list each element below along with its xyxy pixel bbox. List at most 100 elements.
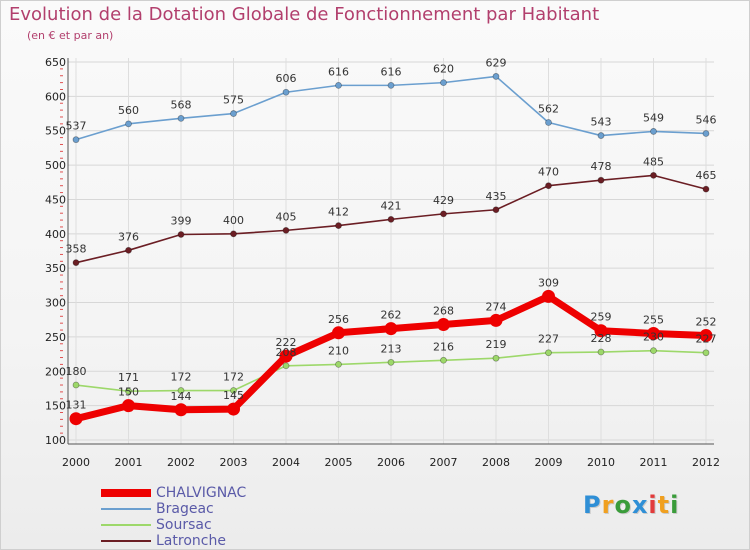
y-tick-label: 300 (45, 297, 66, 310)
data-point-chalvignac (174, 403, 188, 417)
logo-letter: i (670, 491, 680, 519)
data-point-latronche (177, 231, 185, 238)
data-point-soursac (72, 381, 80, 389)
axis-layer: 100 150 200 250 300 350 400 450 500 550 600 650 2000… (45, 56, 720, 469)
data-point-latronche (72, 259, 80, 267)
y-tick-label: 450 (45, 193, 66, 206)
data-point-brageac (125, 120, 132, 128)
data-point-chalvignac (699, 329, 713, 343)
data-point-chalvignac (437, 318, 450, 332)
data-label-brageac: 575 (223, 94, 244, 107)
x-tick-label: 2009 (535, 456, 563, 469)
data-point-chalvignac (384, 322, 398, 336)
x-tick-label: 2004 (272, 456, 300, 469)
data-label-latronche: 376 (118, 230, 139, 243)
data-point-chalvignac (279, 349, 293, 363)
proxiti-logo: Proxiti (583, 491, 679, 519)
grid-layer (68, 58, 714, 444)
data-point-soursac (650, 347, 657, 355)
data-point-soursac (387, 358, 395, 366)
data-label-soursac: 172 (171, 371, 192, 384)
data-label-soursac: 227 (538, 333, 559, 346)
data-point-soursac (440, 356, 447, 364)
x-tick-label: 2002 (167, 456, 195, 469)
data-label-brageac: 616 (328, 65, 349, 78)
data-point-soursac (702, 349, 710, 357)
legend-item: Brageac (101, 501, 381, 517)
data-label-chalvignac: 131 (66, 399, 87, 412)
y-tick-label: 350 (45, 262, 66, 275)
legend-swatch (101, 489, 151, 497)
data-point-latronche (387, 215, 395, 223)
data-label-latronche: 358 (66, 243, 87, 256)
data-point-chalvignac (227, 402, 240, 416)
data-point-soursac (177, 387, 185, 394)
legend-item: CHALVIGNAC (101, 485, 381, 501)
legend-swatch (101, 540, 151, 542)
x-tick-label: 2000 (62, 456, 90, 469)
data-point-chalvignac (69, 412, 83, 426)
data-label-layer: 537 560 568 575 606 616 616 620 629 562 543 549 546 3… (66, 56, 717, 411)
data-point-chalvignac (542, 289, 555, 303)
chart-subtitle: (en € et par an) (27, 29, 114, 42)
x-tick-label: 2010 (587, 456, 615, 469)
data-label-soursac: 172 (223, 371, 244, 384)
data-label-latronche: 412 (328, 206, 349, 219)
data-point-latronche (597, 176, 605, 184)
data-label-latronche: 478 (591, 160, 612, 173)
y-tick-label: 150 (45, 400, 66, 413)
data-label-brageac: 629 (486, 56, 507, 69)
data-point-soursac (282, 362, 290, 370)
logo-letter: t (657, 491, 671, 519)
series-layer (69, 73, 713, 426)
data-label-chalvignac: 309 (538, 276, 559, 289)
data-label-brageac: 546 (696, 113, 717, 126)
data-point-chalvignac (332, 326, 345, 340)
legend-item: Latronche (101, 533, 381, 549)
x-tick-label: 2007 (430, 456, 458, 469)
data-label-brageac: 543 (591, 116, 612, 129)
data-label-latronche: 465 (696, 169, 717, 182)
data-label-brageac: 568 (171, 98, 192, 111)
y-tick-label: 250 (45, 331, 66, 344)
data-point-latronche (545, 182, 552, 190)
logo-letter: o (614, 491, 632, 519)
y-tick-label: 200 (45, 365, 66, 378)
data-label-latronche: 435 (486, 190, 507, 203)
data-label-brageac: 549 (643, 111, 664, 124)
y-tick-label: 500 (45, 159, 66, 172)
legend-label: Soursac (156, 517, 212, 533)
data-point-brageac (282, 88, 290, 96)
data-label-brageac: 616 (381, 65, 402, 78)
data-label-chalvignac: 262 (381, 309, 402, 322)
data-point-brageac (335, 81, 342, 89)
data-label-soursac: 227 (696, 333, 717, 346)
x-tick-label: 2005 (325, 456, 353, 469)
data-point-chalvignac (122, 399, 135, 413)
x-tick-label: 2003 (220, 456, 248, 469)
data-label-latronche: 405 (276, 210, 297, 223)
data-point-soursac (492, 354, 500, 362)
data-label-chalvignac: 256 (328, 313, 349, 326)
data-label-brageac: 606 (276, 72, 297, 85)
legend-label: Brageac (156, 501, 214, 517)
legend-swatch (101, 508, 151, 510)
chart-title: Evolution de la Dotation Globale de Fonc… (9, 4, 600, 25)
y-tick-label: 650 (45, 56, 66, 69)
data-point-brageac (72, 136, 80, 144)
legend: CHALVIGNAC Brageac Soursac Latronche (101, 485, 381, 549)
data-point-soursac (230, 387, 237, 394)
data-label-brageac: 562 (538, 102, 559, 115)
data-point-chalvignac (594, 324, 608, 338)
logo-letter: P (583, 491, 602, 519)
legend-item: Soursac (101, 517, 381, 533)
data-label-soursac: 210 (328, 344, 349, 357)
data-label-soursac: 213 (381, 342, 402, 355)
data-point-brageac (230, 110, 237, 117)
data-label-chalvignac: 274 (486, 300, 507, 313)
data-label-soursac: 171 (118, 371, 139, 384)
x-tick-label: 2011 (640, 456, 668, 469)
data-label-chalvignac: 144 (171, 390, 192, 403)
